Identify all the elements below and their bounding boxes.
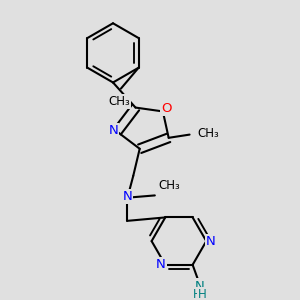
- Text: N: N: [156, 258, 166, 271]
- Text: CH₃: CH₃: [158, 178, 180, 192]
- Text: CH₃: CH₃: [198, 127, 219, 140]
- Text: CH₃: CH₃: [109, 95, 130, 108]
- Text: O: O: [161, 102, 171, 116]
- Text: H: H: [198, 288, 207, 300]
- Text: N: N: [194, 280, 204, 292]
- Text: N: N: [206, 235, 216, 248]
- Text: N: N: [123, 190, 132, 203]
- Text: H: H: [192, 288, 201, 300]
- Text: N: N: [108, 124, 118, 137]
